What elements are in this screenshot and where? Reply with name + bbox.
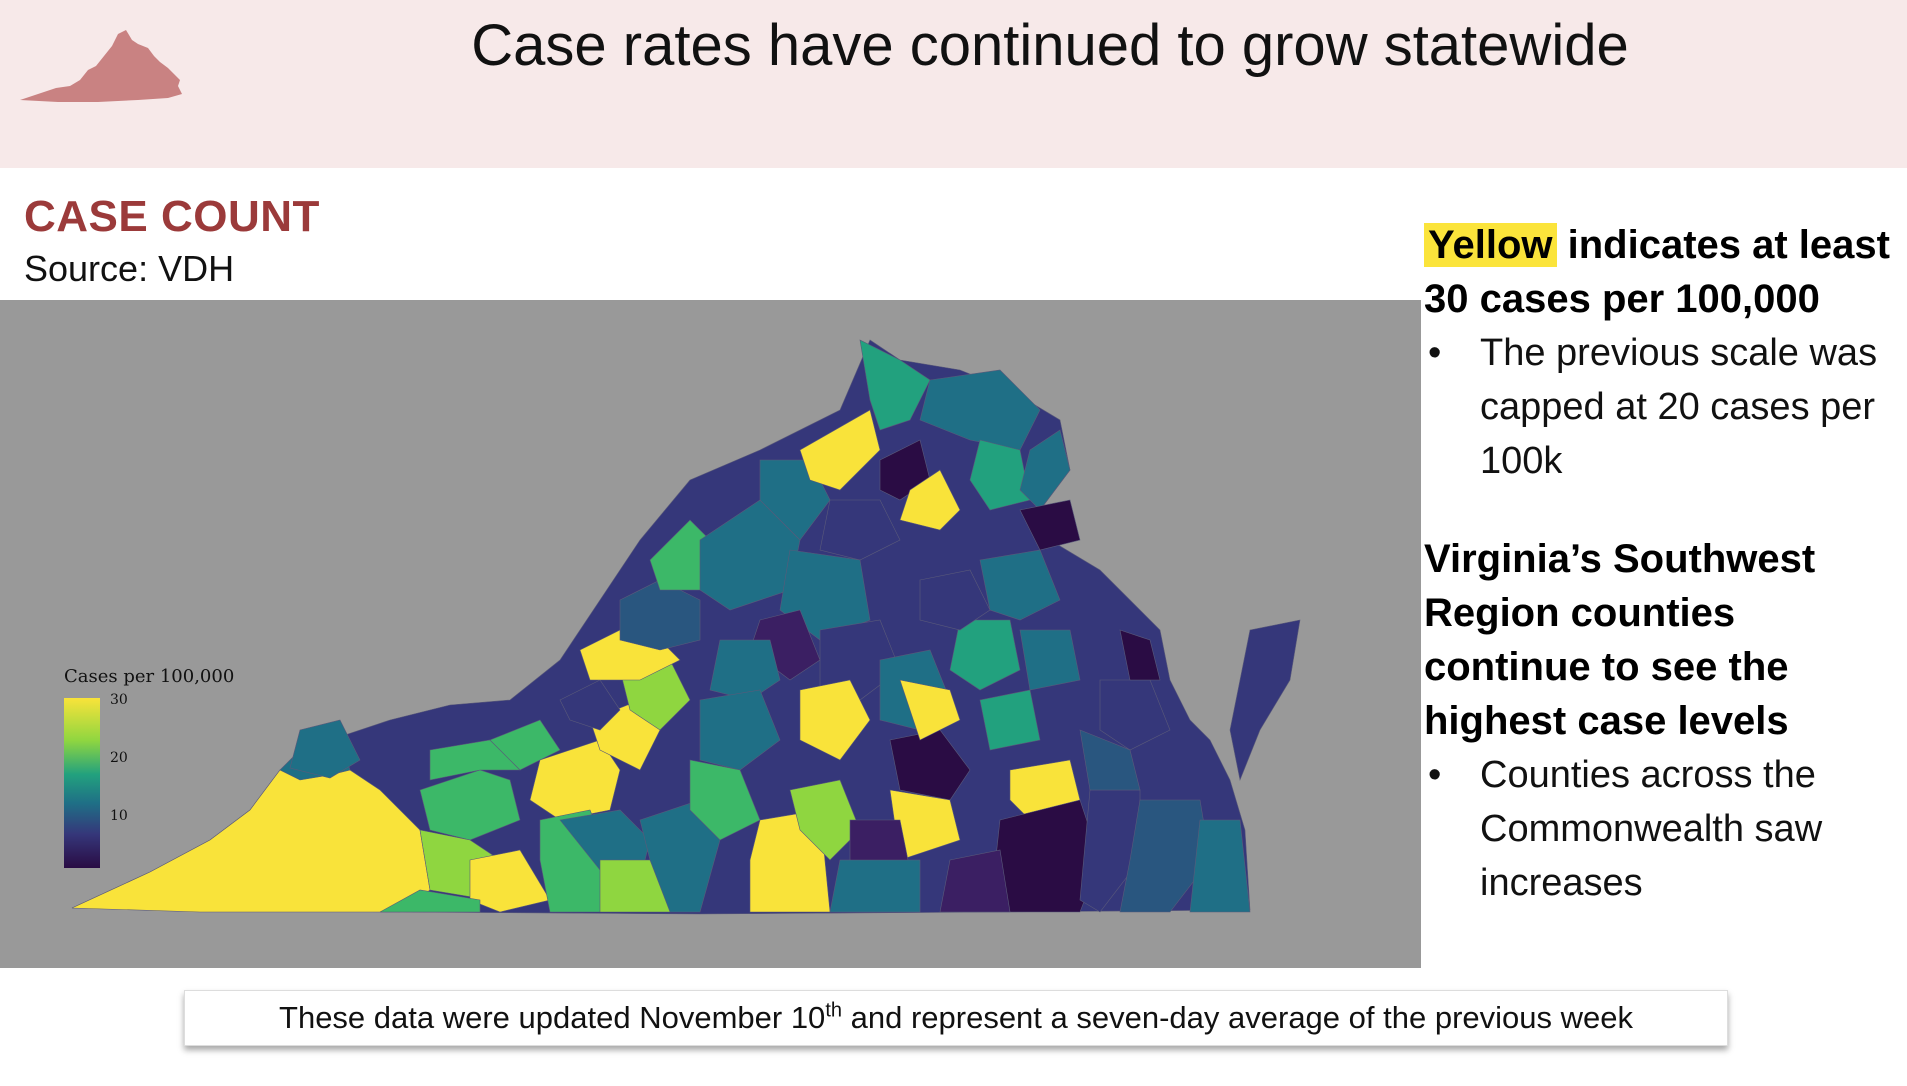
county-region xyxy=(899,679,961,741)
footer-text-before: These data were updated November 10 xyxy=(279,1000,826,1035)
notes-panel: Yellow indicates at least 30 cases per 1… xyxy=(1424,218,1894,910)
source-label: Source: VDH xyxy=(24,248,235,289)
virginia-logo-icon xyxy=(20,30,182,102)
header-banner: Case rates have continued to grow statew… xyxy=(0,0,1907,168)
legend-tick-20: 20 xyxy=(110,750,128,766)
county-region xyxy=(1119,629,1161,681)
county-region xyxy=(1119,799,1211,913)
note-line-1-rest: indicates at least xyxy=(1556,223,1890,267)
southwest-heading: Virginia’s Southwest Region counties con… xyxy=(1424,537,1816,743)
bullet-previous-scale: The previous scale was capped at 20 case… xyxy=(1424,326,1894,488)
legend-tick-10: 10 xyxy=(110,808,128,824)
county-region xyxy=(489,719,561,771)
county-region xyxy=(949,619,1021,691)
county-region xyxy=(469,849,551,913)
county-region xyxy=(689,759,761,841)
note-line-2: 30 cases per 100,000 xyxy=(1424,277,1820,321)
county-region xyxy=(829,859,921,913)
county-region xyxy=(799,409,881,491)
footer-text-after: and represent a seven-day average of the… xyxy=(842,1000,1633,1035)
county-region xyxy=(379,889,481,913)
county-region xyxy=(859,339,931,431)
county-region xyxy=(699,689,781,771)
map-legend: Cases per 100,000 30 20 10 xyxy=(64,666,235,868)
section-title: CASE COUNT xyxy=(24,192,320,241)
county-region xyxy=(969,439,1031,511)
legend-tick-30: 30 xyxy=(110,692,128,708)
bullet-commonwealth: Counties across the Commonwealth saw inc… xyxy=(1424,748,1894,910)
virginia-county-map xyxy=(71,339,1301,915)
county-region xyxy=(979,549,1061,621)
county-region xyxy=(429,739,521,781)
county-region xyxy=(1019,629,1081,691)
footer-superscript: th xyxy=(825,999,842,1022)
page-title: Case rates have continued to grow statew… xyxy=(471,13,1629,78)
county-region xyxy=(559,679,621,731)
county-region xyxy=(819,499,901,561)
map-panel: Cases per 100,000 30 20 10 xyxy=(0,300,1421,968)
county-region xyxy=(979,689,1041,751)
county-region xyxy=(919,569,991,631)
county-region xyxy=(799,679,871,761)
county-region xyxy=(1019,429,1071,511)
footer-note: These data were updated November 10th an… xyxy=(184,990,1728,1046)
yellow-highlight: Yellow xyxy=(1424,223,1557,267)
county-region xyxy=(1189,819,1251,913)
county-region xyxy=(709,639,781,701)
county-region xyxy=(1019,499,1081,551)
county-region xyxy=(789,779,861,861)
county-region xyxy=(899,469,961,531)
county-region xyxy=(1229,619,1301,782)
legend-color-bar xyxy=(64,698,100,868)
legend-title: Cases per 100,000 xyxy=(64,666,235,687)
county-region xyxy=(939,849,1011,913)
county-region xyxy=(1079,729,1141,791)
county-region xyxy=(289,719,361,779)
note-line-1: Yellow indicates at least xyxy=(1424,218,1894,272)
